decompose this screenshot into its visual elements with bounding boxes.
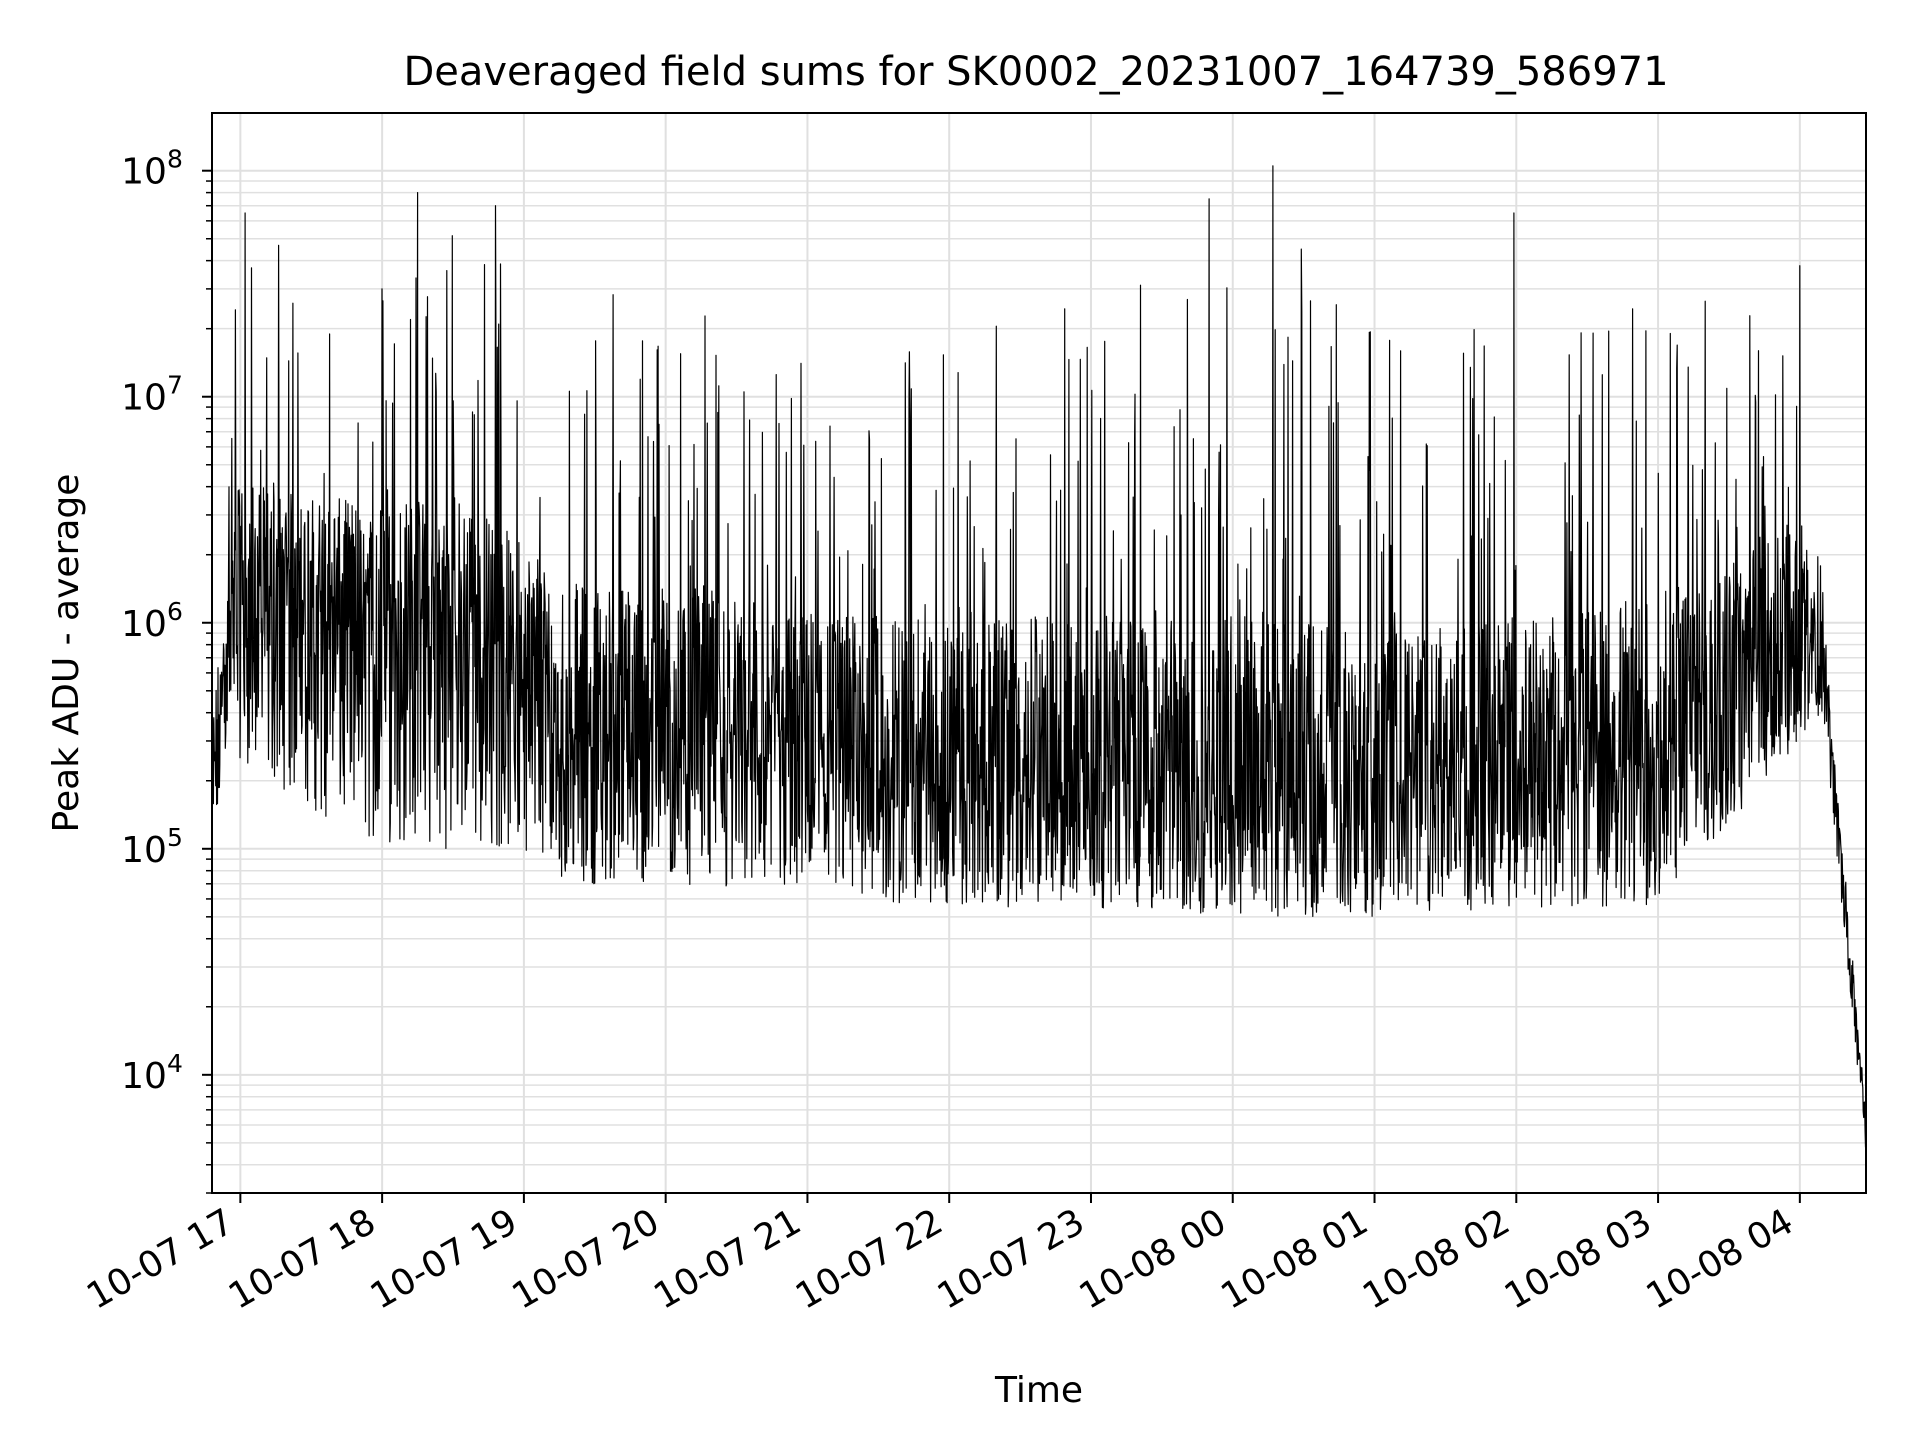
plot-frame: [211, 112, 1867, 1194]
y-tick-label: 108: [121, 145, 183, 193]
x-axis-label: Time: [994, 1370, 1083, 1411]
chart-title: Deaveraged field sums for SK0002_2023100…: [403, 49, 1668, 95]
y-tick-label: 105: [121, 823, 183, 871]
y-tick-label: 106: [121, 597, 183, 645]
series-line: [211, 165, 1867, 1152]
series-layer: [211, 165, 1867, 1152]
grid-layer: [212, 113, 1866, 1194]
y-axis-label: Peak ADU - average: [46, 474, 87, 833]
y-tick-label: 107: [121, 371, 183, 419]
y-tick-label: 104: [121, 1049, 183, 1097]
